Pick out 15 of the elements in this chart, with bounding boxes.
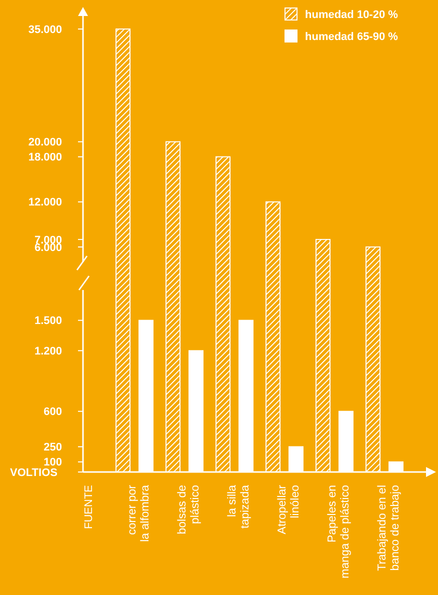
y-tick-label: 35.000 — [28, 24, 62, 36]
y-tick-label: 1.500 — [34, 315, 62, 328]
y-axis-title: VOLTIOS — [10, 466, 58, 479]
x-tick-label: correr por la alfombra — [126, 484, 152, 542]
y-tick-label: 100 — [44, 456, 62, 469]
y-tick-label: 250 — [44, 442, 62, 454]
legend-label: humedad 10-20 % — [305, 8, 398, 21]
text: FUENTE — [83, 485, 95, 529]
y-tick-label: 1.200 — [34, 346, 62, 358]
y-tick-label: 12.000 — [28, 196, 62, 209]
y-tick-label: 600 — [44, 406, 62, 418]
y-tick-label: 20.000 — [28, 136, 62, 149]
y-tick-label: 18.000 — [28, 152, 62, 164]
legend-label: humedad 65-90 % — [305, 30, 398, 43]
x-tick-label: Atropellar linóleo — [276, 484, 302, 534]
